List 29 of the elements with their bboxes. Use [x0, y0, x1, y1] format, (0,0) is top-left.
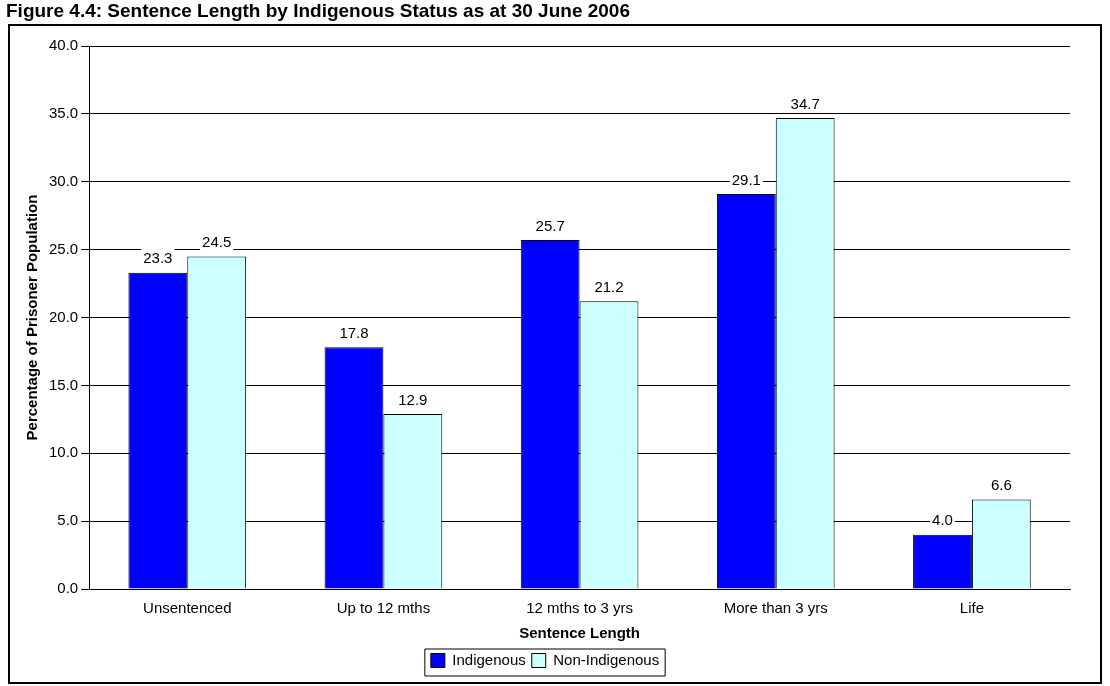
data-label: 34.7 [790, 94, 820, 112]
x-tick-label: Unsentenced [143, 599, 232, 617]
legend-label: Indigenous [452, 650, 526, 668]
y-tick-label: 0.0 [57, 579, 79, 597]
y-tick-label: 15.0 [48, 375, 79, 393]
data-label: 17.8 [339, 324, 369, 342]
x-tick-label: Up to 12 mths [336, 599, 431, 617]
data-label: 29.1 [731, 170, 761, 188]
legend-label: Non-Indigenous [553, 650, 660, 668]
data-label: 12.9 [398, 390, 428, 408]
y-axis-title: Percentage of Prisoner Population [23, 194, 41, 441]
data-label: 6.6 [990, 476, 1012, 494]
data-label: 4.0 [932, 511, 953, 529]
data-label: 25.7 [535, 216, 565, 234]
y-tick-label: 35.0 [48, 104, 79, 122]
y-tick-label: 40.0 [48, 36, 79, 54]
data-label: 23.3 [143, 249, 173, 267]
x-tick-label: 12 mths to 3 yrs [526, 599, 633, 617]
y-tick-label: 10.0 [48, 443, 79, 461]
data-label: 21.2 [594, 277, 624, 295]
x-tick-label: Life [959, 599, 985, 617]
x-tick-label: More than 3 yrs [723, 599, 828, 617]
y-tick-label: 20.0 [48, 307, 79, 325]
y-tick-label: 30.0 [48, 171, 79, 189]
data-label: 24.5 [202, 233, 232, 251]
chart-title: Figure 4.4: Sentence Length by Indigenous Status as at 30 June 2006 [6, 0, 631, 22]
x-axis-title: Sentence Length [519, 624, 641, 642]
y-tick-label: 25.0 [48, 239, 79, 257]
y-tick-label: 5.0 [57, 511, 79, 529]
